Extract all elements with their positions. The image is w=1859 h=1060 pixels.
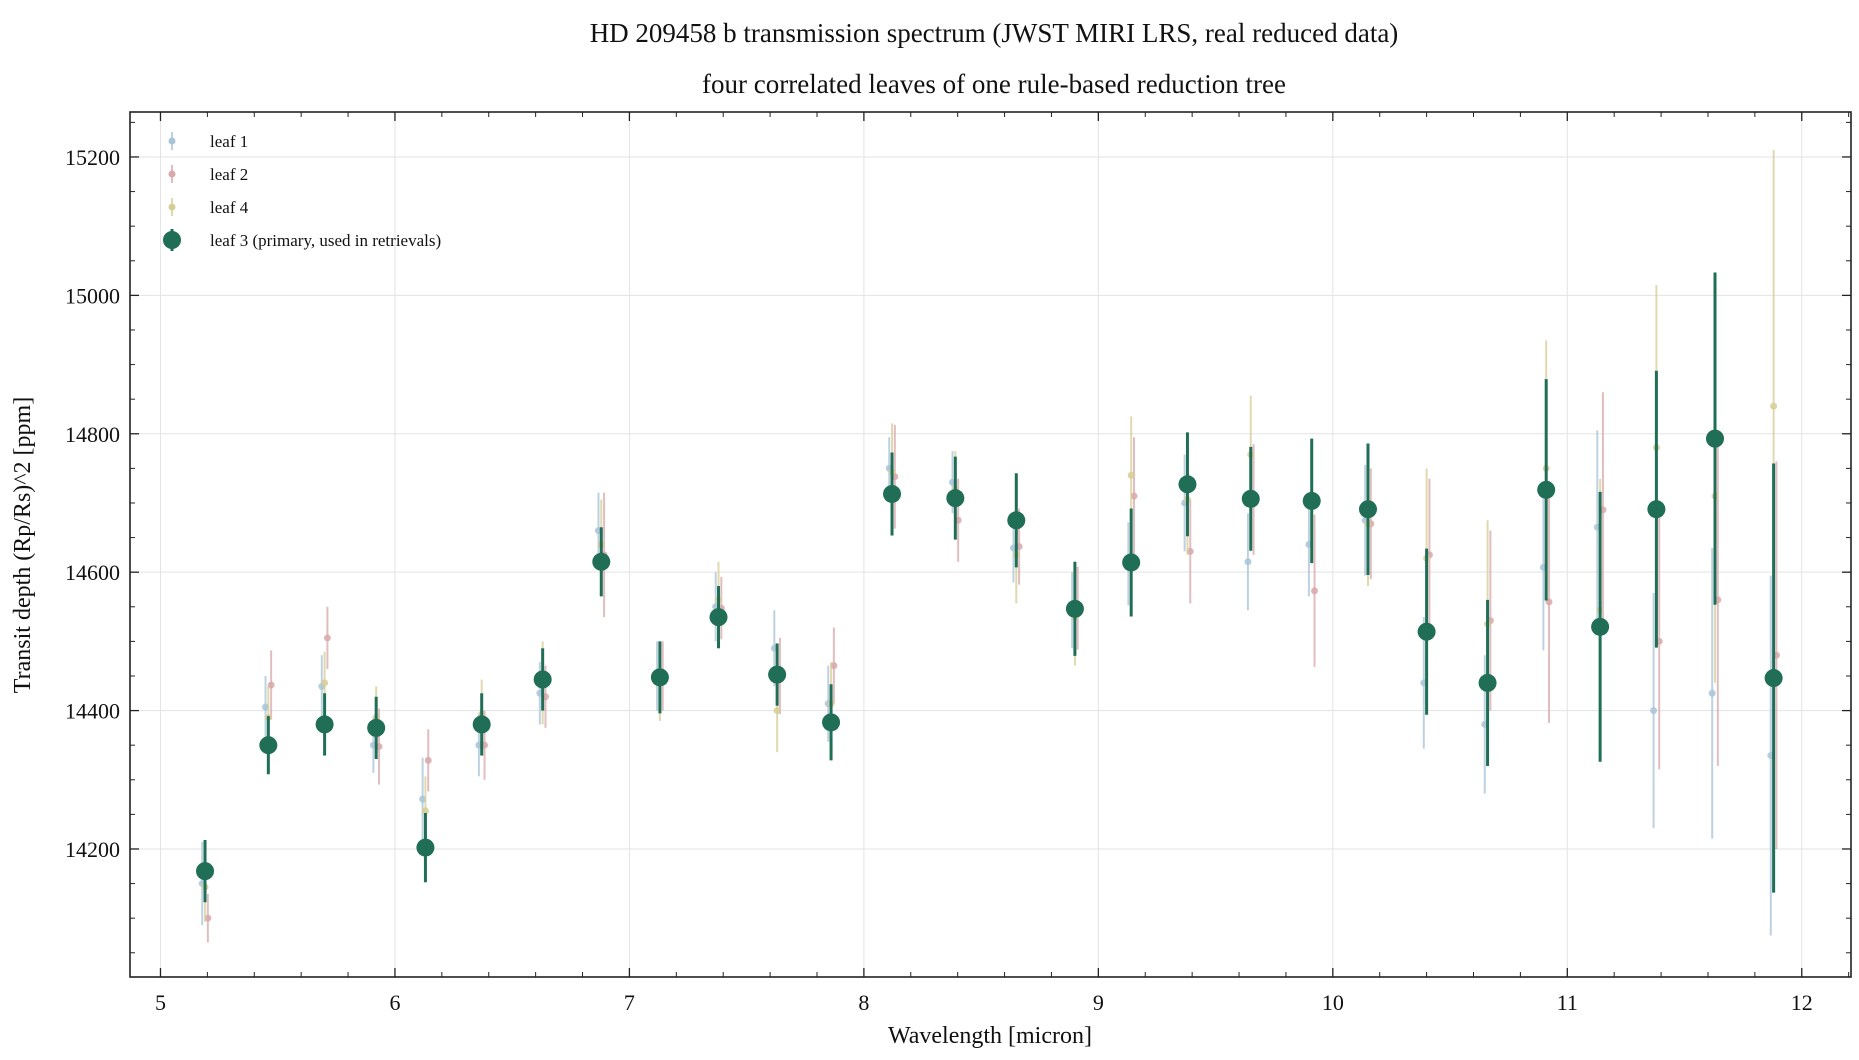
data-point xyxy=(315,715,334,734)
data-point xyxy=(367,718,386,737)
data-point xyxy=(768,665,787,684)
data-point xyxy=(1065,599,1084,618)
y-tick-label: 15000 xyxy=(65,283,120,308)
data-point xyxy=(1302,491,1321,510)
data-point xyxy=(321,679,329,687)
x-tick-label: 10 xyxy=(1322,990,1344,1015)
data-point xyxy=(883,484,902,503)
plot-frame xyxy=(129,111,1852,978)
data-point xyxy=(1647,500,1666,519)
data-point xyxy=(1708,689,1716,697)
axis-ticks: 5 6 7 8 9 10 11 12 14200 14400 14600 14800 15000 1520… xyxy=(65,112,1851,1015)
x-tick-label: 6 xyxy=(389,990,400,1015)
data-point xyxy=(1311,587,1319,595)
legend-entry: leaf 3 (primary, used in retrievals) xyxy=(163,229,441,251)
data-point xyxy=(204,914,212,922)
data-point xyxy=(822,713,841,732)
y-tick-label: 14600 xyxy=(65,560,120,585)
legend-marker xyxy=(168,137,176,145)
chart-title: HD 209458 b transmission spectrum (JWST … xyxy=(590,18,1399,48)
y-axis-label: Transit depth (Rp/Rs)^2 [ppm] xyxy=(10,397,36,693)
legend-marker xyxy=(163,231,181,249)
data-point xyxy=(323,634,331,642)
y-tick-label: 14200 xyxy=(65,837,120,862)
x-tick-label: 12 xyxy=(1791,990,1813,1015)
data-point xyxy=(419,795,427,803)
data-point xyxy=(262,703,270,711)
data-point xyxy=(709,608,728,627)
legend-label: leaf 4 xyxy=(210,198,249,217)
data-point xyxy=(1178,475,1197,494)
data-series xyxy=(196,150,1783,943)
data-point xyxy=(830,662,838,670)
y-tick-label: 14800 xyxy=(65,422,120,447)
data-point xyxy=(424,756,432,764)
legend-entry: leaf 4 xyxy=(168,198,249,217)
grid-lines xyxy=(130,112,1851,977)
y-tick-label: 14400 xyxy=(65,699,120,724)
data-point xyxy=(592,552,611,571)
legend-marker xyxy=(168,203,176,211)
data-point xyxy=(1007,511,1026,530)
data-point xyxy=(1186,547,1194,555)
data-point xyxy=(1417,622,1436,641)
data-point xyxy=(1591,617,1610,636)
y-tick-label: 15200 xyxy=(65,145,120,170)
x-axis-label: Wavelength [micron] xyxy=(888,1023,1092,1049)
data-point xyxy=(650,668,669,687)
data-point xyxy=(533,670,552,689)
series-leaf-3-primary xyxy=(196,272,1783,903)
data-point xyxy=(1478,673,1497,692)
data-point xyxy=(946,489,965,508)
data-point xyxy=(196,862,215,881)
data-point xyxy=(1764,669,1783,688)
chart-subtitle: four correlated leaves of one rule-based… xyxy=(702,69,1286,99)
data-point xyxy=(1650,707,1658,715)
legend-label: leaf 1 xyxy=(210,132,248,151)
x-tick-label: 5 xyxy=(155,990,166,1015)
x-tick-label: 7 xyxy=(624,990,635,1015)
data-point xyxy=(1537,480,1556,499)
legend-label: leaf 2 xyxy=(210,165,248,184)
data-point xyxy=(1706,429,1725,448)
data-point xyxy=(1127,471,1135,479)
legend-label: leaf 3 (primary, used in retrievals) xyxy=(210,231,441,250)
data-point xyxy=(1244,558,1252,566)
data-point xyxy=(1241,489,1260,508)
legend: leaf 1 leaf 2 leaf 4 leaf 3 (primary, used … xyxy=(163,132,441,251)
data-point xyxy=(1770,402,1778,410)
data-point xyxy=(259,736,278,755)
data-point xyxy=(472,715,491,734)
x-tick-label: 9 xyxy=(1093,990,1104,1015)
legend-entry: leaf 2 xyxy=(168,165,248,184)
x-tick-label: 8 xyxy=(858,990,869,1015)
x-tick-label: 11 xyxy=(1557,990,1578,1015)
data-point xyxy=(416,838,435,857)
data-point xyxy=(1130,492,1138,500)
data-point xyxy=(1122,553,1141,572)
data-point xyxy=(421,807,429,815)
legend-entry: leaf 1 xyxy=(168,132,248,151)
legend-marker xyxy=(168,170,176,178)
data-point xyxy=(267,681,275,689)
data-point xyxy=(1358,500,1377,519)
data-point xyxy=(773,707,781,715)
